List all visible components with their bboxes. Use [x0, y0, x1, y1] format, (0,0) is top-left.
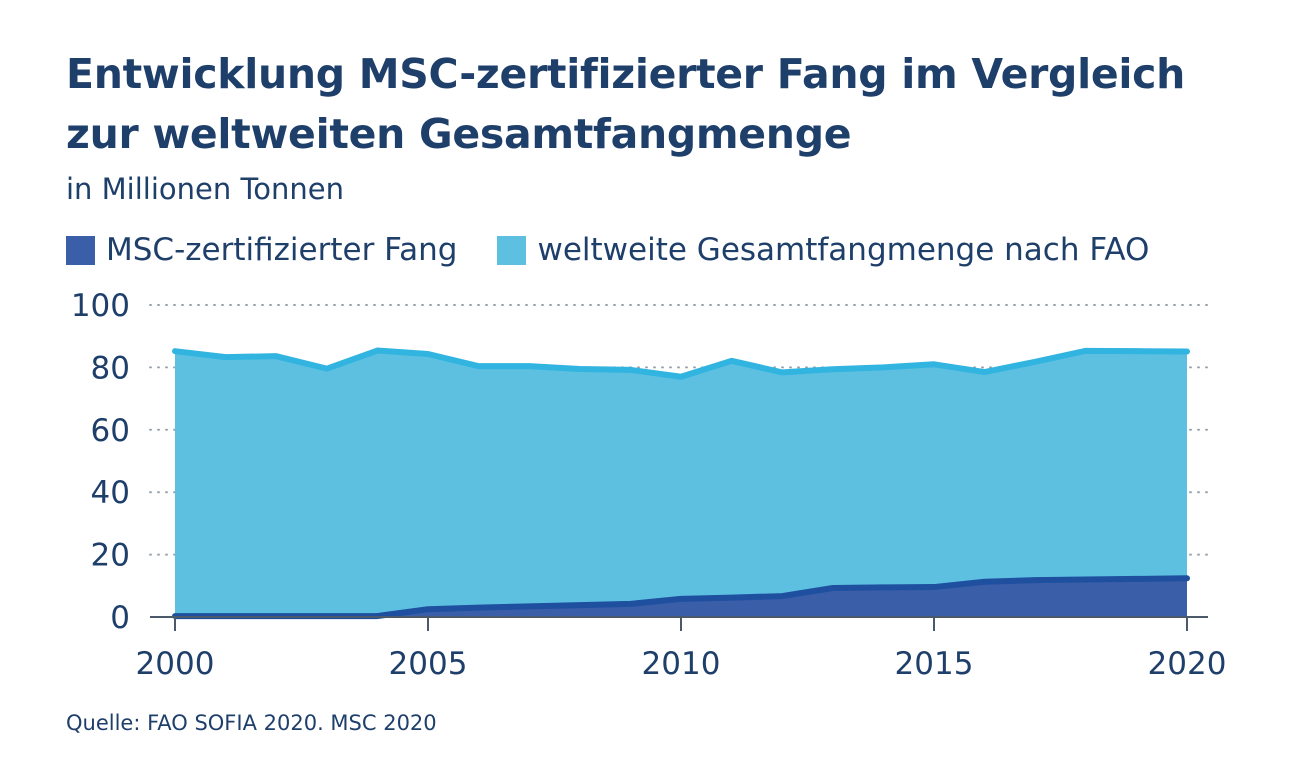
chart-legend: MSC-zertifizierter Fang weltweite Gesamt…	[66, 228, 1189, 272]
x-tick-label-2015: 2015	[895, 646, 974, 682]
y-tick-label-80: 80	[91, 350, 130, 386]
chart-subtitle: in Millionen Tonnen	[66, 172, 344, 206]
x-tick-label-2010: 2010	[642, 646, 721, 682]
y-tick-label-20: 20	[91, 538, 130, 574]
y-tick-label-60: 60	[91, 413, 130, 449]
x-tick-label-2005: 2005	[389, 646, 468, 682]
y-tick-label-40: 40	[91, 475, 130, 511]
chart-title-line-1: Entwicklung MSC-zertifizierter Fang im V…	[66, 50, 1186, 98]
line-fao	[172, 347, 1190, 380]
source-note: Quelle: FAO SOFIA 2020. MSC 2020	[66, 711, 437, 735]
area-fao	[175, 350, 1187, 617]
chart-title: Entwicklung MSC-zertifizierter Fang im V…	[66, 44, 1266, 164]
legend-swatch-fao	[497, 235, 527, 265]
legend-swatch-msc	[66, 235, 95, 265]
x-tick-label-2020: 2020	[1148, 646, 1227, 682]
legend-label-fao: weltweite Gesamtfangmenge nach FAO	[537, 232, 1150, 268]
legend-label-msc: MSC-zertifizierter Fang	[106, 232, 458, 268]
y-tick-label-0: 0	[110, 600, 130, 636]
y-tick-label-100: 100	[71, 288, 130, 324]
legend-item-fao: weltweite Gesamtfangmenge nach FAO	[497, 232, 1149, 268]
x-tick-label-2000: 2000	[136, 646, 215, 682]
legend-item-msc: MSC-zertifizierter Fang	[66, 232, 457, 268]
chart-title-line-2: zur weltweiten Gesamtfangmenge	[66, 110, 852, 158]
